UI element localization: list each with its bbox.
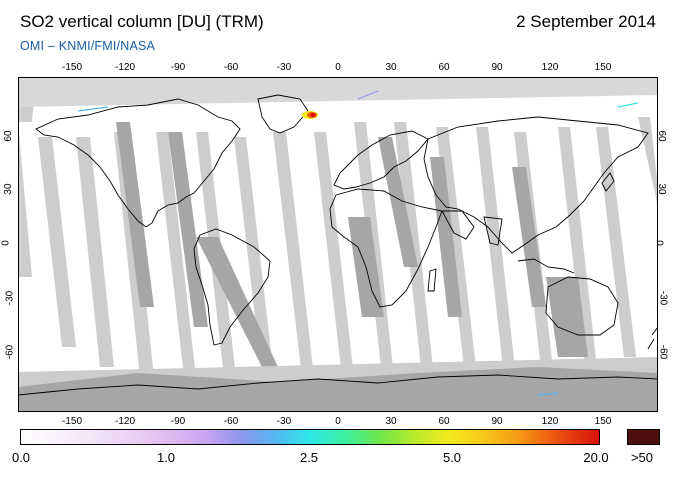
- lon-tick-bottom: -120: [114, 416, 136, 427]
- lat-tick-left: -60: [4, 344, 16, 360]
- lon-tick-bottom: -60: [223, 416, 239, 427]
- so2-trace-streaks: [77, 90, 639, 396]
- lon-tick-bottom: -150: [61, 416, 83, 427]
- color-scale-bar: [20, 429, 600, 445]
- arctic-nodata-band: [18, 77, 658, 107]
- color-scale-label: 2.5: [299, 450, 319, 465]
- map-title: SO2 vertical column [DU] (TRM): [20, 12, 264, 31]
- so2-world-map: [18, 77, 658, 412]
- lon-tick-top: -60: [223, 62, 239, 73]
- lon-tick-top: 60: [438, 62, 450, 73]
- lon-tick-top: -150: [61, 62, 83, 73]
- lon-tick-bottom: 150: [594, 416, 612, 427]
- lon-tick-bottom: -90: [170, 416, 186, 427]
- color-scale-overflow-label: >50: [630, 450, 654, 465]
- lat-tick-left: -30: [4, 290, 16, 306]
- lat-tick-right: -60: [657, 344, 669, 360]
- data-source-credit: OMI – KNMI/FMI/NASA: [20, 39, 156, 53]
- color-scale-label: 5.0: [442, 450, 462, 465]
- color-scale-label: 20.0: [583, 450, 609, 465]
- map-date: 2 September 2014: [516, 12, 656, 31]
- color-scale-label: 0.0: [11, 450, 31, 465]
- lat-tick-left: 30: [3, 183, 15, 195]
- so2-hotspot-iceland: [302, 111, 318, 119]
- map-border: [18, 77, 658, 412]
- lon-tick-bottom: 60: [438, 416, 450, 427]
- lon-tick-top: 0: [335, 62, 341, 73]
- lon-tick-bottom: 0: [335, 416, 341, 427]
- color-scale-label: 1.0: [156, 450, 176, 465]
- lon-tick-top: 30: [385, 62, 397, 73]
- coastlines: [18, 94, 658, 396]
- polar-nodata-band-dark: [18, 367, 658, 412]
- lat-tick-right: -30: [657, 290, 669, 306]
- lon-tick-top: -120: [114, 62, 136, 73]
- lon-tick-top: -90: [170, 62, 186, 73]
- lon-tick-bottom: -30: [276, 416, 292, 427]
- lon-tick-bottom: 30: [385, 416, 397, 427]
- lon-tick-top: 90: [491, 62, 503, 73]
- color-scale-overflow-swatch: [627, 429, 660, 445]
- lon-tick-top: 120: [541, 62, 559, 73]
- lon-tick-bottom: 120: [541, 416, 559, 427]
- lat-tick-left: 60: [3, 130, 15, 142]
- lat-tick-left: 0: [0, 240, 12, 246]
- satellite-swath-dark: [116, 122, 588, 367]
- lon-tick-top: -30: [276, 62, 292, 73]
- lon-tick-bottom: 90: [491, 416, 503, 427]
- lon-tick-top: 150: [594, 62, 612, 73]
